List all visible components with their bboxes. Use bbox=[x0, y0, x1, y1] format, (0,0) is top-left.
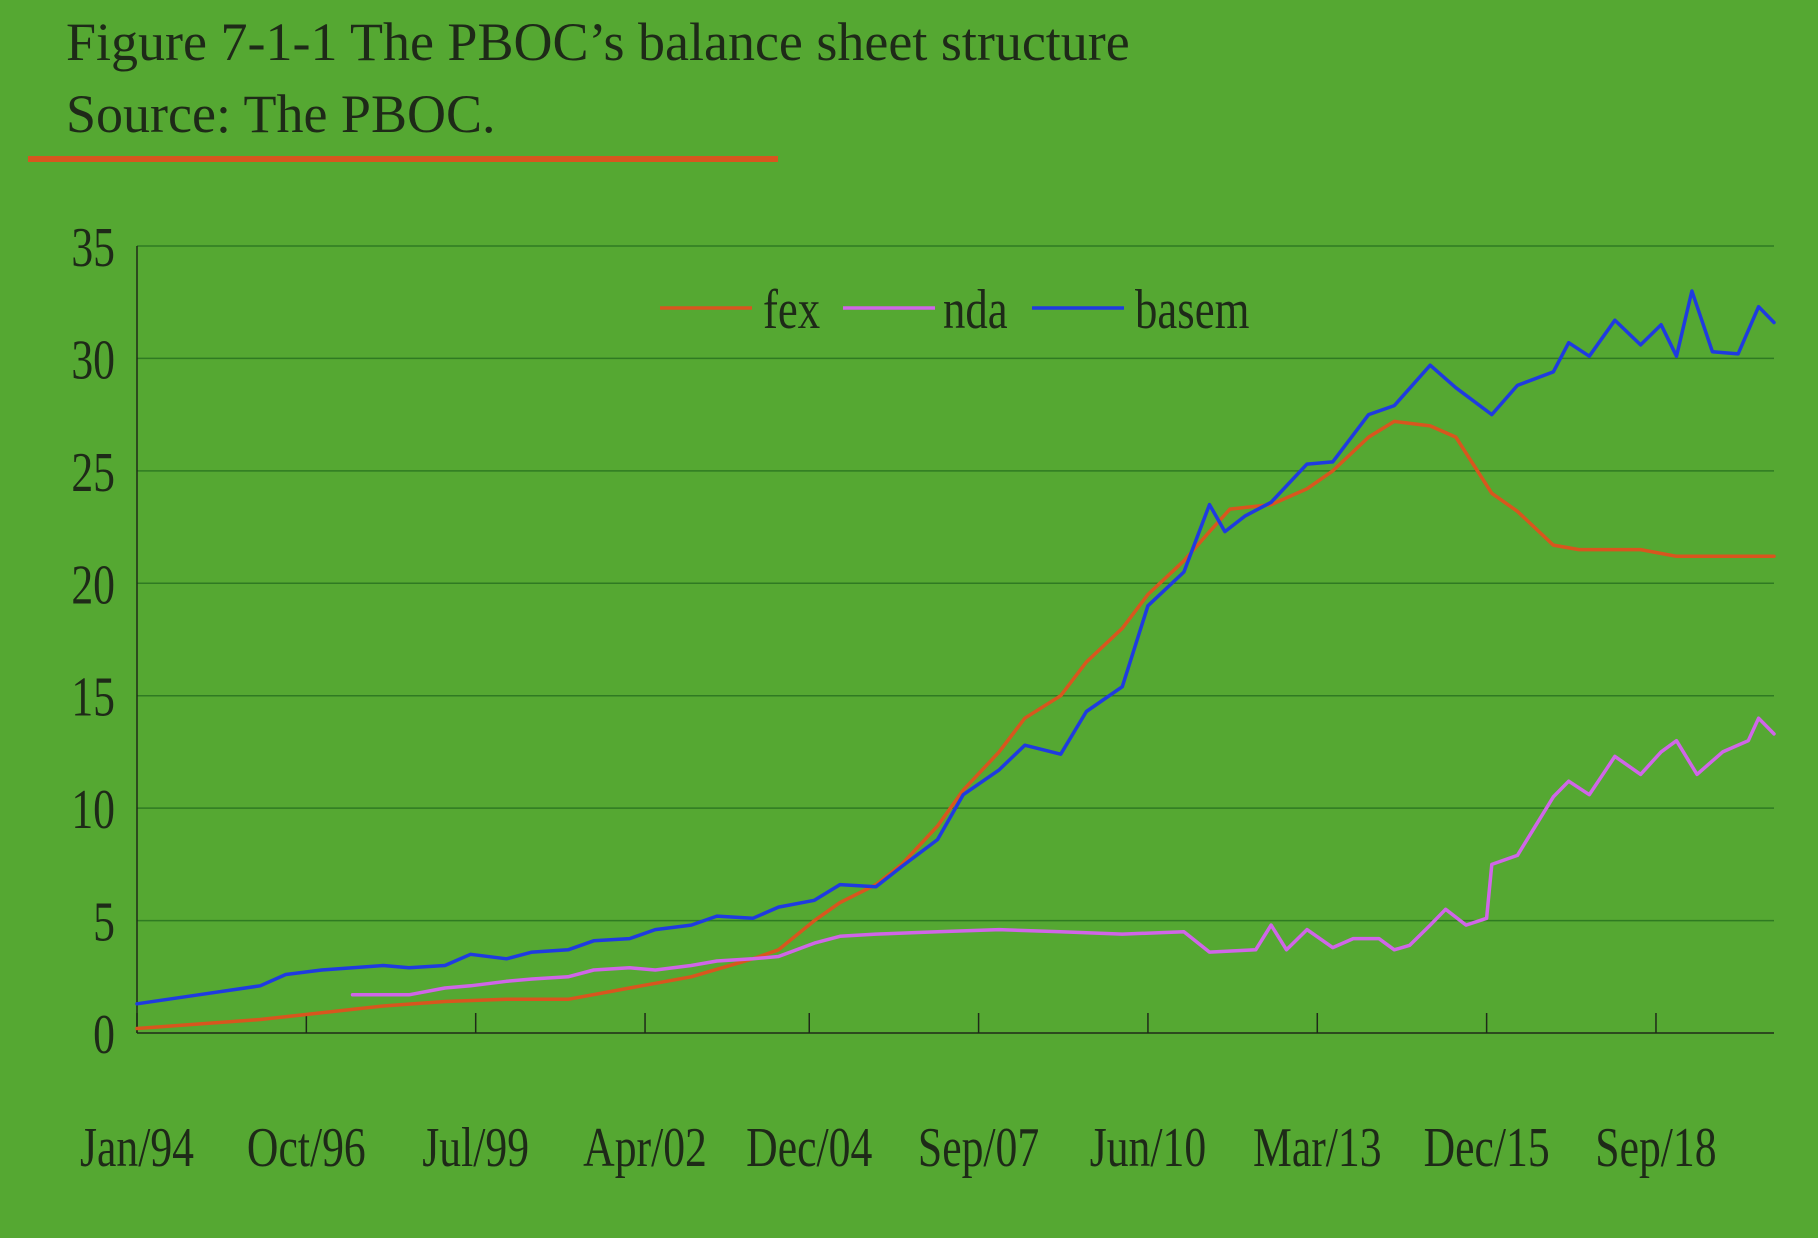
legend-label-nda: nda bbox=[943, 278, 1008, 340]
y-tick-label: 0 bbox=[93, 1003, 115, 1065]
legend-label-basem: basem bbox=[1135, 278, 1249, 340]
y-tick-label: 10 bbox=[71, 778, 115, 840]
axes: 0 5 10 15 20 25 30 35 Jan/94 Oct/96 Jul/99 Apr/02 De… bbox=[71, 216, 1774, 1178]
series-line-basem bbox=[135, 289, 1776, 1006]
y-tick-label: 5 bbox=[93, 890, 115, 952]
x-tick-label: Jan/94 bbox=[80, 1116, 194, 1178]
figure-title: Figure 7-1-1 The PBOC’s balance sheet st… bbox=[66, 12, 1130, 72]
legend-label-fex: fex bbox=[763, 278, 820, 340]
y-tick-label: 25 bbox=[71, 441, 115, 503]
y-tick-label: 20 bbox=[71, 553, 115, 615]
x-tick-label: Dec/15 bbox=[1424, 1116, 1550, 1178]
y-tick-label: 35 bbox=[71, 216, 115, 278]
x-tick-label: Apr/02 bbox=[583, 1116, 707, 1178]
gridlines bbox=[137, 245, 1774, 922]
x-tick-label: Mar/13 bbox=[1253, 1116, 1382, 1178]
series-line-fex bbox=[135, 419, 1776, 1031]
x-tick-label: Jun/10 bbox=[1090, 1116, 1206, 1178]
title-underline bbox=[28, 156, 778, 162]
x-tick-label: Dec/04 bbox=[746, 1116, 872, 1178]
series-lines bbox=[135, 289, 1776, 1031]
x-tick-label: Jul/99 bbox=[422, 1116, 529, 1178]
legend: fex nda basem bbox=[660, 278, 1249, 340]
series-line-nda bbox=[350, 716, 1776, 997]
figure-source: Source: The PBOC. bbox=[66, 84, 496, 144]
x-tick-label: Sep/07 bbox=[918, 1116, 1039, 1178]
y-tick-label: 30 bbox=[71, 328, 115, 390]
x-tick-label: Sep/18 bbox=[1595, 1116, 1716, 1178]
y-tick-label: 15 bbox=[71, 666, 115, 728]
x-tick-label: Oct/96 bbox=[247, 1116, 366, 1178]
title-block: Figure 7-1-1 The PBOC’s balance sheet st… bbox=[66, 6, 1130, 150]
